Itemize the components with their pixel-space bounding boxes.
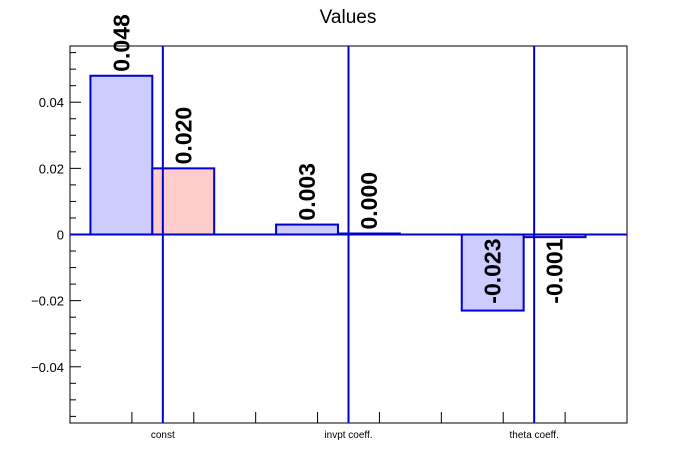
data-label: -0.023 [480,239,506,304]
chart-title: Values [320,7,377,28]
x-tick-label: invpt coeff. [324,430,372,441]
bar-const-s1 [89,74,154,236]
y-tick-label: 0.02 [39,161,64,176]
data-label: 0.048 [108,14,134,72]
data-label: 0.000 [356,172,382,230]
bar-theta-coeff--s1 [460,233,525,312]
data-label: 0.020 [170,107,196,165]
y-tick-label: −0.02 [31,294,64,309]
data-label: 0.003 [294,163,320,221]
bar-invpt-coeff--s1 [275,223,339,236]
x-tick-label: theta coeff. [510,430,559,441]
plot-area: 0.040.020−0.02−0.040.0480.003-0.0230.020… [31,14,628,441]
y-tick-label: 0.04 [39,95,64,110]
bar-const-s2 [151,167,216,236]
y-tick-label: 0 [57,228,64,243]
y-tick-label: −0.04 [31,360,64,375]
x-tick-label: const [151,430,175,441]
data-label: -0.001 [542,238,568,303]
